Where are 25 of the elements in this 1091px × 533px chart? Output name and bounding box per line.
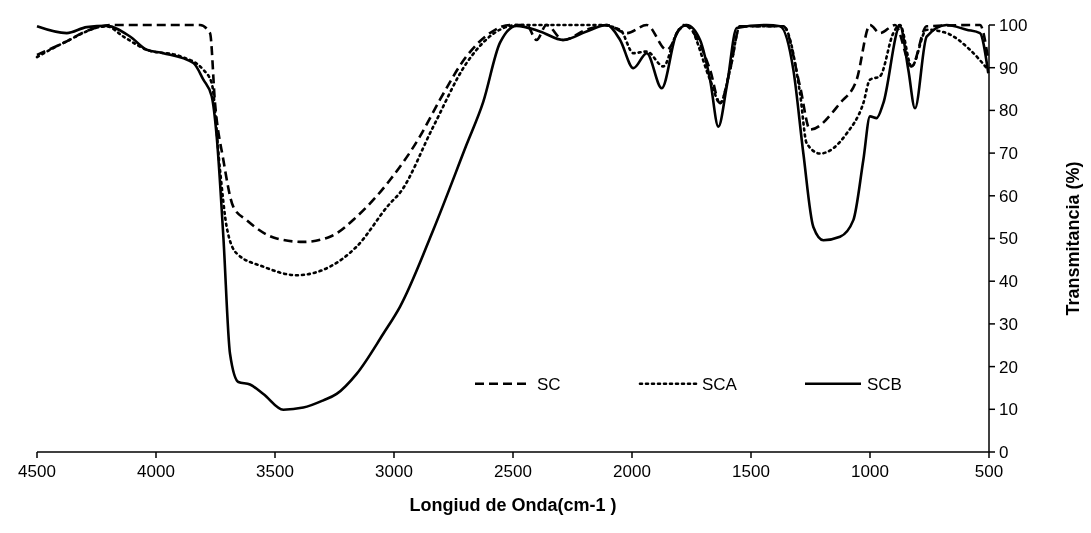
x-tick-label: 4500: [18, 462, 56, 481]
y-tick-label: 70: [999, 144, 1018, 164]
y-axis-title: Transmitancia (%): [1063, 161, 1083, 316]
x-tick-label: 1000: [851, 462, 889, 481]
y-tick-label: 80: [999, 101, 1018, 121]
y-tick-label: 60: [999, 186, 1018, 206]
legend-label: SCB: [867, 374, 902, 394]
y-tick-label: 30: [999, 314, 1018, 334]
y-tick-label: 20: [999, 357, 1018, 377]
legend-label: SC: [537, 374, 561, 394]
x-tick-label: 3000: [375, 462, 413, 481]
x-tick-label: 4000: [137, 462, 175, 481]
y-tick-label: 10: [999, 400, 1018, 420]
x-tick-label: 2000: [613, 462, 651, 481]
y-tick-label: 100: [999, 15, 1028, 35]
y-tick-label: 50: [999, 229, 1018, 249]
legend-label: SCA: [702, 374, 738, 394]
x-tick-label: 500: [974, 462, 1004, 481]
y-tick-label: 40: [999, 272, 1018, 292]
y-tick-label: 90: [999, 58, 1018, 78]
x-tick-label: 1500: [732, 462, 770, 481]
x-axis-title: Longiud de Onda(cm-1 ): [409, 495, 617, 515]
x-tick-label: 2500: [494, 462, 532, 481]
x-tick-label: 3500: [256, 462, 294, 481]
y-tick-label: 0: [999, 442, 1009, 462]
